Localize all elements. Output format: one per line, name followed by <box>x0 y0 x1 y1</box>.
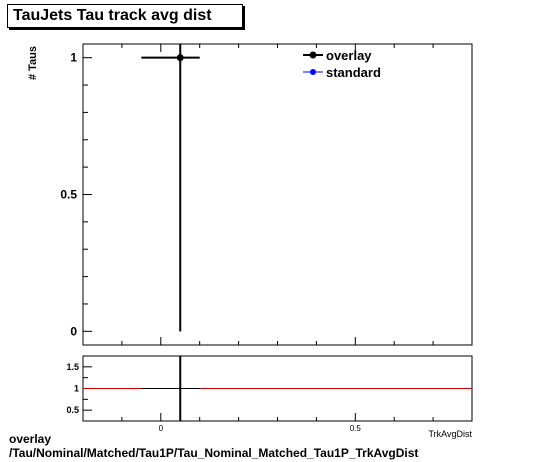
ratio-y-tick-label: 1.5 <box>66 362 79 372</box>
main-plot-frame <box>82 43 473 346</box>
legend-marker-standard <box>310 69 316 75</box>
title-box: TauJets Tau track avg dist <box>7 4 243 28</box>
main-y-tick-label: 1 <box>70 51 77 65</box>
ratio-y-tick-label: 1 <box>74 384 79 394</box>
ratio-y-tick-label: 0.5 <box>66 405 79 415</box>
chart-title: TauJets Tau track avg dist <box>13 7 212 24</box>
ratio-x-axis-label: TrkAvgDist <box>428 429 472 439</box>
footer-line1: overlay <box>9 432 52 446</box>
legend-marker-overlay <box>309 51 317 59</box>
legend-label-standard: standard <box>326 65 381 80</box>
main-y-tick-label: 0 <box>70 324 77 338</box>
overlay-data-point <box>176 54 184 62</box>
ratio-x-tick-label: 0 <box>159 424 164 433</box>
main-y-tick-label: 0.5 <box>60 188 77 202</box>
ratio-x-tick-label: 0.5 <box>350 424 362 433</box>
main-y-axis-label: # Taus <box>27 46 39 80</box>
footer-path: /Tau/Nominal/Matched/Tau1P/Tau_Nominal_M… <box>9 446 419 460</box>
legend-label-overlay: overlay <box>326 48 372 63</box>
